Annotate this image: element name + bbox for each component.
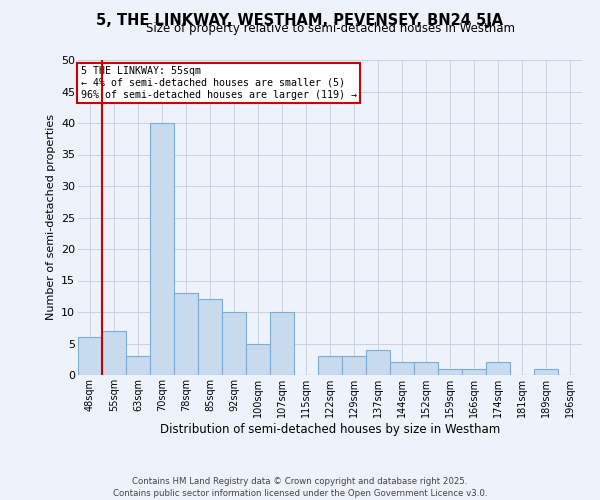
Title: Size of property relative to semi-detached houses in Westham: Size of property relative to semi-detach…: [146, 22, 515, 35]
Bar: [270, 312, 294, 375]
Bar: [126, 356, 150, 375]
Bar: [342, 356, 366, 375]
Bar: [366, 350, 390, 375]
Bar: [198, 300, 222, 375]
Y-axis label: Number of semi-detached properties: Number of semi-detached properties: [46, 114, 56, 320]
Bar: [78, 337, 102, 375]
Bar: [414, 362, 438, 375]
Bar: [102, 331, 126, 375]
X-axis label: Distribution of semi-detached houses by size in Westham: Distribution of semi-detached houses by …: [160, 422, 500, 436]
Bar: [222, 312, 246, 375]
Bar: [438, 368, 462, 375]
Bar: [150, 123, 174, 375]
Bar: [534, 368, 558, 375]
Text: 5, THE LINKWAY, WESTHAM, PEVENSEY, BN24 5JA: 5, THE LINKWAY, WESTHAM, PEVENSEY, BN24 …: [97, 12, 503, 28]
Bar: [174, 293, 198, 375]
Bar: [246, 344, 270, 375]
Text: 5 THE LINKWAY: 55sqm
← 4% of semi-detached houses are smaller (5)
96% of semi-de: 5 THE LINKWAY: 55sqm ← 4% of semi-detach…: [80, 66, 356, 100]
Bar: [318, 356, 342, 375]
Bar: [390, 362, 414, 375]
Bar: [462, 368, 486, 375]
Text: Contains HM Land Registry data © Crown copyright and database right 2025.
Contai: Contains HM Land Registry data © Crown c…: [113, 476, 487, 498]
Bar: [486, 362, 510, 375]
